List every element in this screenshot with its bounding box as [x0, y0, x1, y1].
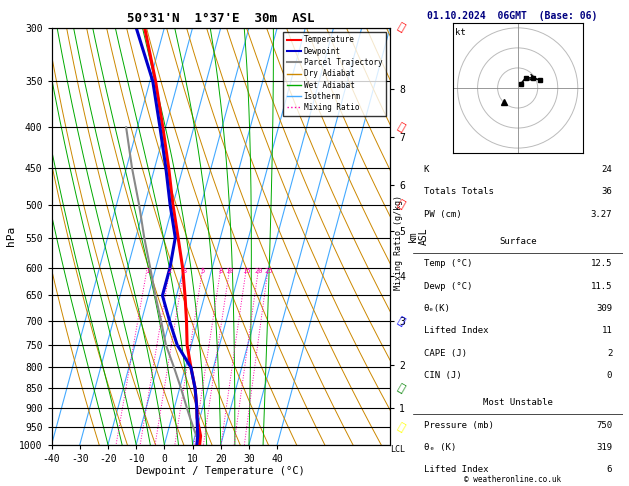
Text: 11.5: 11.5 [591, 282, 612, 291]
X-axis label: Dewpoint / Temperature (°C): Dewpoint / Temperature (°C) [136, 467, 305, 476]
Text: 25: 25 [264, 268, 272, 274]
Text: PW (cm): PW (cm) [424, 210, 461, 219]
Text: kt: kt [455, 28, 466, 37]
Y-axis label: km
ASL: km ASL [408, 227, 429, 245]
Text: Pressure (mb): Pressure (mb) [424, 421, 494, 430]
Text: 319: 319 [596, 443, 612, 452]
Text: CAPE (J): CAPE (J) [424, 349, 467, 358]
Text: 1: 1 [145, 268, 149, 274]
Text: 6: 6 [607, 466, 612, 474]
Text: Mixing Ratio (g/kg): Mixing Ratio (g/kg) [394, 195, 403, 291]
Text: θₑ(K): θₑ(K) [424, 304, 450, 313]
Y-axis label: hPa: hPa [6, 226, 16, 246]
Legend: Temperature, Dewpoint, Parcel Trajectory, Dry Adiabat, Wet Adiabat, Isotherm, Mi: Temperature, Dewpoint, Parcel Trajectory… [283, 32, 386, 116]
Text: 8: 8 [219, 268, 223, 274]
Text: ⥤: ⥤ [396, 199, 407, 210]
Text: 20: 20 [254, 268, 263, 274]
Text: Surface: Surface [499, 237, 537, 246]
Text: Dewp (°C): Dewp (°C) [424, 282, 472, 291]
Text: Temp (°C): Temp (°C) [424, 260, 472, 268]
Text: © weatheronline.co.uk: © weatheronline.co.uk [464, 474, 561, 484]
Text: ⥤: ⥤ [396, 315, 407, 327]
Text: 24: 24 [601, 165, 612, 174]
Text: 0: 0 [607, 371, 612, 380]
Text: LCL: LCL [390, 445, 405, 454]
Text: Lifted Index: Lifted Index [424, 466, 488, 474]
Text: θₑ (K): θₑ (K) [424, 443, 456, 452]
Text: 2: 2 [168, 268, 172, 274]
Text: CIN (J): CIN (J) [424, 371, 461, 380]
Text: ⥤: ⥤ [396, 421, 407, 433]
Text: 01.10.2024  06GMT  (Base: 06): 01.10.2024 06GMT (Base: 06) [428, 11, 598, 21]
Text: 10: 10 [226, 268, 234, 274]
Text: 3.27: 3.27 [591, 210, 612, 219]
Text: K: K [424, 165, 429, 174]
Text: 15: 15 [242, 268, 251, 274]
Text: ⥤: ⥤ [396, 22, 407, 34]
Text: 11: 11 [601, 327, 612, 335]
Text: 12.5: 12.5 [591, 260, 612, 268]
Text: ⥤: ⥤ [396, 122, 407, 133]
Title: 50°31'N  1°37'E  30m  ASL: 50°31'N 1°37'E 30m ASL [127, 12, 314, 25]
Text: Lifted Index: Lifted Index [424, 327, 488, 335]
Text: 2: 2 [607, 349, 612, 358]
Text: 309: 309 [596, 304, 612, 313]
Text: 5: 5 [201, 268, 205, 274]
Text: ⥤: ⥤ [396, 382, 407, 395]
Text: Most Unstable: Most Unstable [483, 399, 553, 407]
Text: 3: 3 [182, 268, 186, 274]
Text: 36: 36 [601, 188, 612, 196]
Text: 750: 750 [596, 421, 612, 430]
Text: Totals Totals: Totals Totals [424, 188, 494, 196]
